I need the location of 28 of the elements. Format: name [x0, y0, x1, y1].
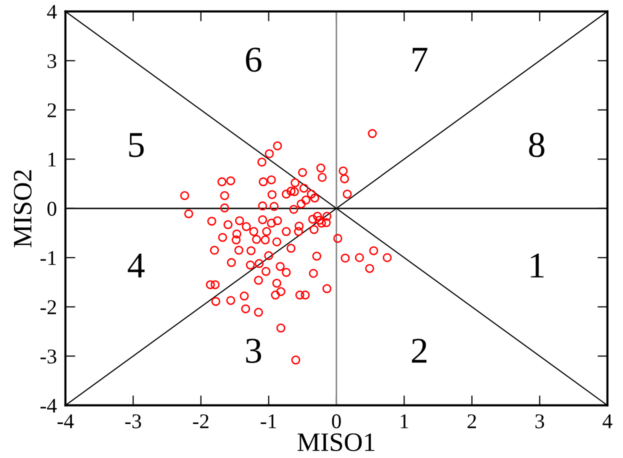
y-tick-label: 1: [48, 152, 56, 166]
annotation: 4: [128, 254, 145, 278]
y-tick-label: -2: [40, 300, 56, 314]
y-tick-label: 2: [48, 103, 56, 118]
annotation: 6: [246, 48, 262, 72]
x-tick-label: 4: [602, 414, 612, 428]
y-tick-label: 4: [47, 4, 57, 19]
annotation: 7: [412, 48, 428, 72]
annotation: 3: [246, 338, 262, 363]
y-axis-title: MISO2: [14, 170, 32, 248]
x-tick-label: 1: [400, 414, 408, 428]
x-tick-label: -3: [125, 414, 142, 428]
annotation: 2: [412, 338, 426, 363]
y-tick-label: 3: [48, 54, 56, 68]
annotation: 1: [530, 254, 544, 278]
y-tick-label: -3: [40, 350, 56, 364]
x-tick-label: -1: [260, 414, 276, 428]
x-axis-title: MISO1: [298, 433, 374, 452]
x-tick-label: 0: [332, 414, 341, 428]
annotation: 8: [529, 132, 544, 158]
annotation: 5: [129, 133, 144, 158]
y-tick-label: -4: [40, 398, 57, 413]
x-tick-label: 3: [535, 414, 544, 428]
y-tick-label: -1: [40, 251, 56, 265]
y-tick-label: 0: [47, 202, 56, 216]
x-tick-label: 2: [468, 414, 476, 428]
x-tick-label: -2: [193, 414, 208, 428]
x-tick-label: -4: [58, 414, 74, 428]
